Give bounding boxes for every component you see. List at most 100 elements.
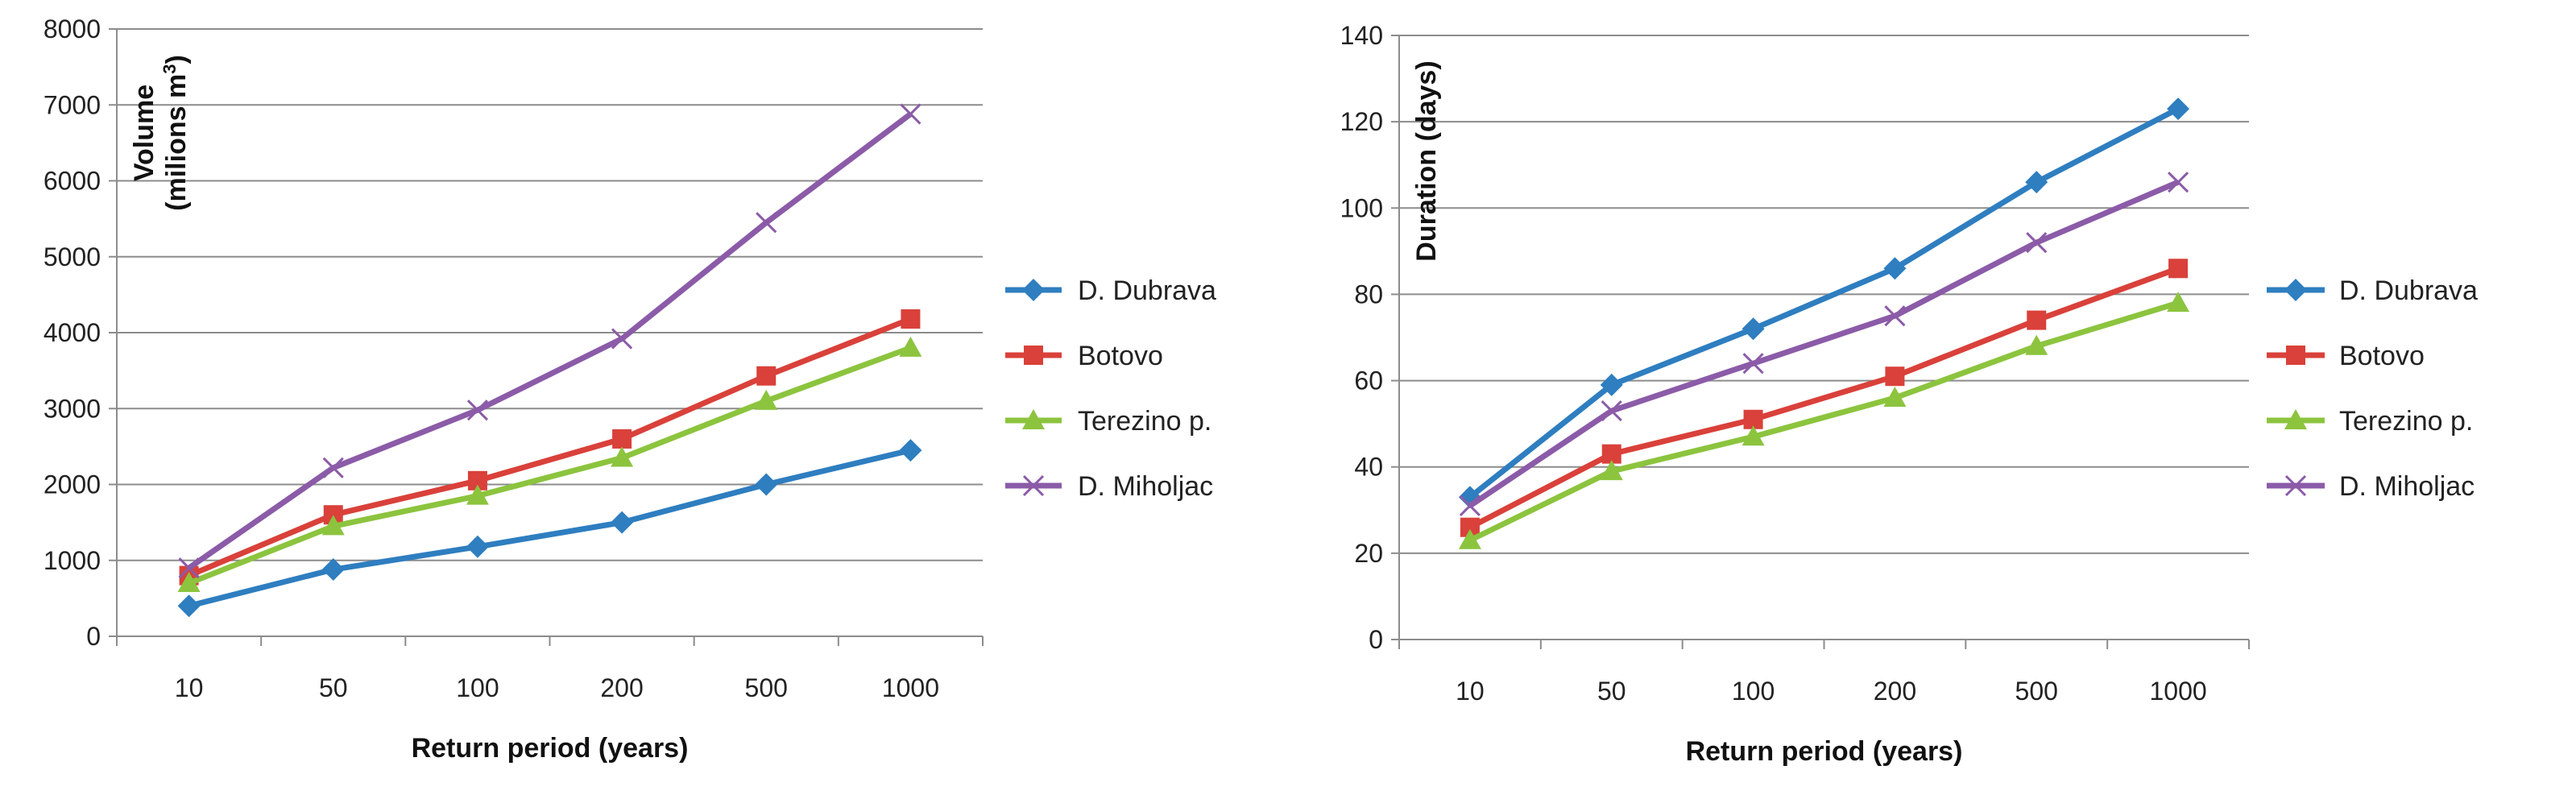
volume-chart: 0 1000 2000 3000 4000 5000 6000 7000 8000 10 50 100…: [43, 14, 1216, 764]
y-tick-label: 7000: [43, 90, 101, 119]
y-axis-unit-superscript: 3: [159, 64, 180, 74]
data-point: [466, 400, 488, 421]
legend-swatch-marker: [2284, 279, 2307, 301]
legend-swatch-marker: [1022, 279, 1045, 301]
data-point: [611, 328, 633, 350]
data-point-stroke-b: [756, 212, 777, 234]
data-point: [1883, 257, 1907, 280]
data-point: [321, 558, 345, 582]
data-point: [1883, 387, 1907, 407]
x-tick-label: 50: [1597, 677, 1626, 706]
legend-swatch-marker-stroke-b: [2284, 474, 2307, 497]
y-axis-unit-close: ): [161, 55, 192, 64]
data-point: [1885, 366, 1905, 387]
series-line: [1468, 179, 2180, 508]
legend-swatch-marker-stroke-b: [1022, 474, 1045, 497]
y-tick-label: 1000: [43, 546, 101, 575]
legend-label: Terezino p.: [1078, 406, 1211, 437]
data-point-stroke-b: [1742, 353, 1764, 375]
data-point: [1884, 305, 1906, 327]
data-point: [612, 428, 632, 449]
data-point: [2168, 259, 2189, 279]
data-point: [2168, 172, 2189, 193]
y-axis-title: Duration (days): [1411, 60, 1442, 261]
y-tick-label: 6000: [43, 167, 101, 196]
y-axis-title: Volume: [129, 85, 159, 181]
series-terezino-p: [177, 336, 922, 593]
data-point: [899, 336, 922, 357]
legend-swatch-marker: [2284, 409, 2307, 429]
data-point-stroke-b: [466, 400, 488, 421]
data-point-stroke-b: [178, 557, 200, 579]
data-point: [1600, 460, 1623, 481]
x-tick-label: 1000: [882, 673, 939, 702]
data-point: [2167, 292, 2190, 313]
legend-swatch-marker: [2286, 346, 2305, 365]
legend-item: Botovo: [1005, 341, 1163, 371]
data-point: [611, 446, 634, 467]
y-tick-label: 80: [1354, 279, 1383, 308]
y-tick-label: 4000: [43, 318, 101, 347]
legend-item: Terezino p.: [2267, 406, 2473, 437]
legend-item: D. Miholjac: [2267, 471, 2475, 502]
x-tick-label: 200: [1874, 677, 1916, 706]
y-tick-label: 140: [1340, 21, 1383, 50]
legend-item: D. Dubrava: [1005, 275, 1216, 306]
data-point: [1458, 528, 1481, 549]
data-point: [2026, 232, 2048, 254]
data-point-stroke-b: [2168, 172, 2189, 193]
y-tick-label: 40: [1354, 453, 1383, 482]
legend-item: Terezino p.: [1005, 406, 1211, 437]
data-point-stroke-b: [2026, 232, 2048, 254]
x-tick-label: 50: [319, 673, 348, 702]
y-axis-title-unit: (milions m3): [159, 55, 193, 211]
y-tick-label: 0: [86, 622, 101, 651]
series-botovo: [1460, 259, 2189, 537]
y-tick-label: 5000: [43, 242, 101, 271]
x-tick-label: 1000: [2149, 677, 2206, 706]
data-point: [2027, 310, 2047, 330]
data-point: [755, 473, 778, 496]
series-line: [1468, 265, 2180, 530]
data-point: [1742, 353, 1764, 375]
data-point-stroke-b: [1884, 305, 1906, 327]
data-point: [177, 572, 201, 593]
data-point: [756, 366, 777, 386]
data-point: [901, 309, 921, 329]
data-point: [1459, 495, 1481, 516]
legend-item: D. Dubrava: [2267, 275, 2478, 306]
data-point: [177, 594, 201, 618]
data-point: [899, 439, 922, 462]
data-point: [466, 484, 489, 505]
data-point: [322, 457, 344, 478]
data-point: [321, 515, 345, 536]
data-point: [2025, 171, 2048, 194]
y-tick-label: 60: [1354, 366, 1383, 395]
legend-swatch-marker: [1024, 346, 1043, 365]
data-point: [2025, 334, 2048, 355]
x-tick-label: 100: [456, 673, 499, 702]
legend-label: Terezino p.: [2339, 406, 2473, 437]
data-point: [1741, 425, 1765, 446]
data-point: [1601, 400, 1622, 422]
legend-swatch-marker: [1022, 409, 1045, 429]
series-line: [1468, 106, 2180, 499]
data-point: [1741, 317, 1765, 341]
x-tick-label: 500: [745, 673, 788, 702]
x-tick-label: 10: [1456, 677, 1485, 706]
series-line: [187, 111, 913, 571]
x-tick-label: 200: [600, 673, 643, 702]
legend-label: Botovo: [2339, 341, 2425, 371]
data-point: [900, 103, 921, 125]
legend-item: D. Miholjac: [1005, 471, 1213, 502]
data-point: [611, 511, 634, 534]
series-d-dubrava: [177, 439, 922, 618]
data-point: [1600, 373, 1623, 396]
data-point-stroke-b: [1459, 495, 1481, 516]
y-axis-unit-text: (milions m: [161, 74, 192, 211]
data-point: [466, 535, 489, 558]
data-point-stroke-b: [900, 103, 921, 125]
x-tick-label: 10: [175, 673, 204, 702]
y-tick-label: 120: [1340, 107, 1383, 136]
series-line: [188, 345, 912, 586]
